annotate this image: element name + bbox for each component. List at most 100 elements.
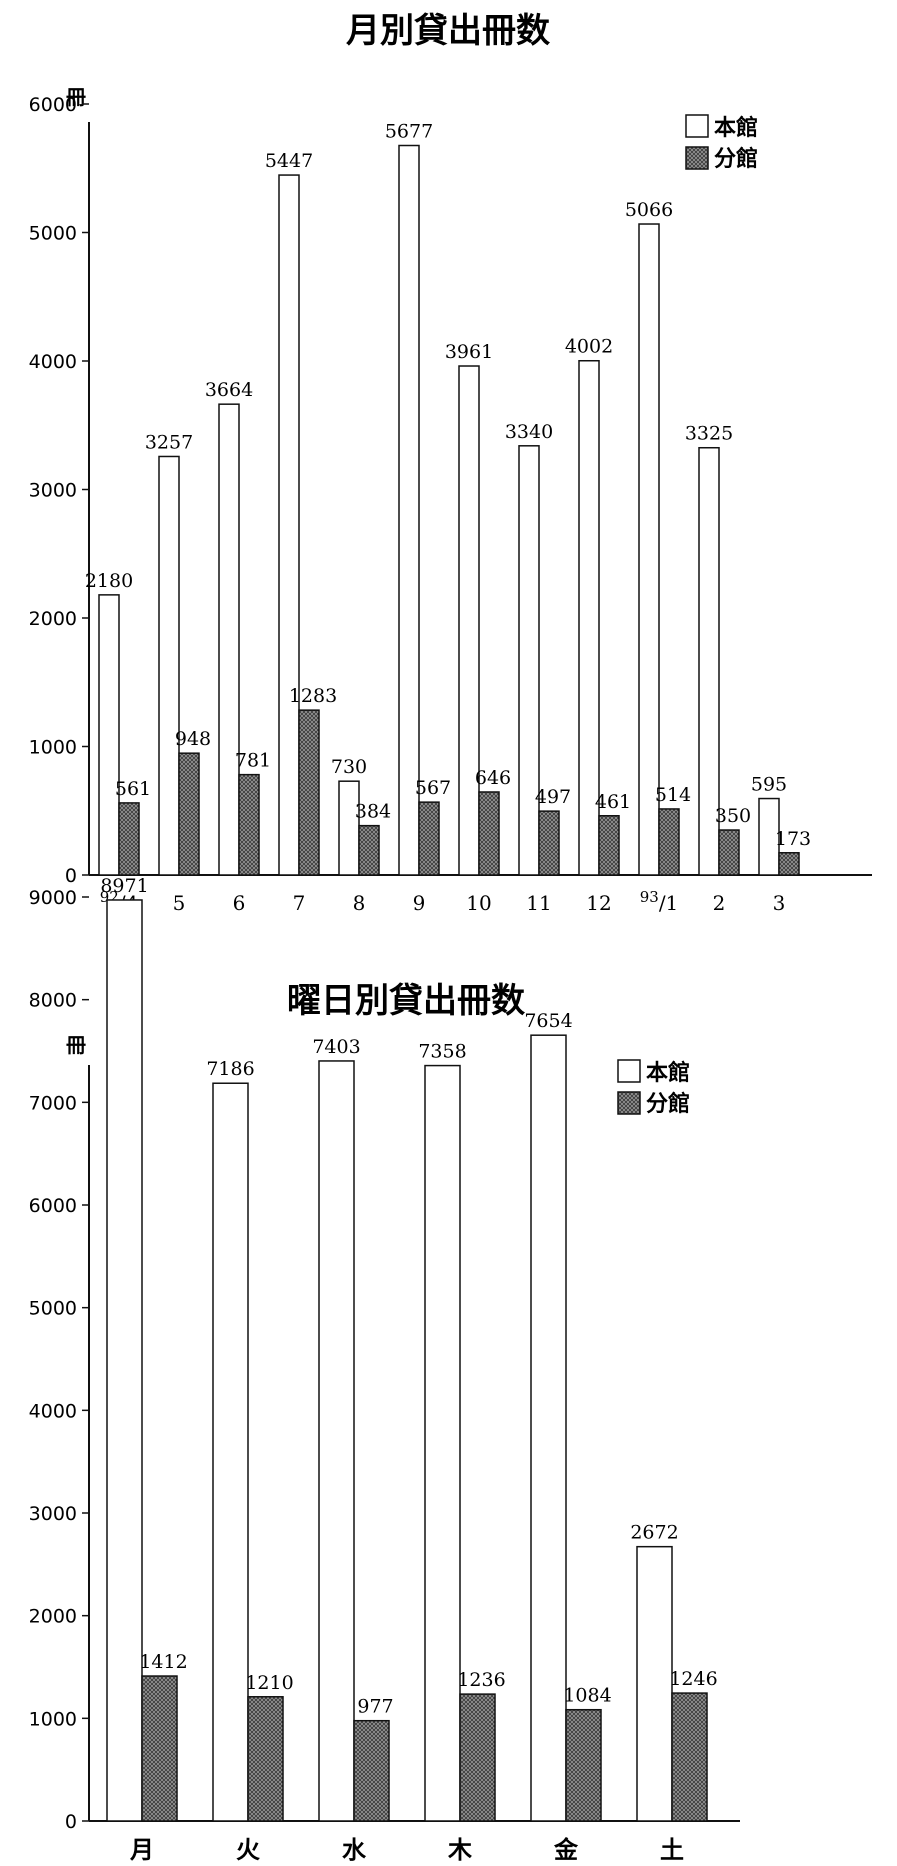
bar-bunkan bbox=[658, 808, 680, 876]
data-label-honkan: 2672 bbox=[630, 1522, 678, 1544]
x-category-label: 金 bbox=[553, 1836, 579, 1864]
weekday-y-unit: 冊 bbox=[66, 1033, 86, 1057]
bar-honkan bbox=[424, 1064, 461, 1822]
x-category-label: 2 bbox=[713, 891, 726, 915]
legend-swatch-bunkan bbox=[685, 146, 709, 170]
monthly-y-ticks: 0 1000 2000 3000 4000 5000 6000 bbox=[29, 94, 89, 887]
y-tick-label: 8000 bbox=[29, 990, 77, 1012]
x-category-label: 93/1 bbox=[640, 888, 679, 915]
bar-bunkan bbox=[671, 1692, 708, 1822]
y-tick-label: 1000 bbox=[29, 1708, 77, 1730]
bar-bunkan bbox=[418, 801, 440, 876]
legend-swatch-bunkan bbox=[617, 1091, 641, 1115]
data-label-bunkan: 1412 bbox=[139, 1651, 187, 1673]
monthly-legend: 本館 分館 bbox=[685, 114, 758, 172]
data-label-bunkan: 948 bbox=[175, 728, 211, 750]
legend-label-honkan: 本館 bbox=[646, 1060, 690, 1086]
data-label-bunkan: 173 bbox=[775, 828, 811, 850]
y-tick-label: 6000 bbox=[29, 1195, 77, 1217]
y-tick-label: 4000 bbox=[29, 351, 77, 373]
y-tick-label: 6000 bbox=[29, 94, 77, 116]
monthly-x-categories: 92/45678910111293/123 bbox=[100, 888, 786, 915]
legend-label-honkan: 本館 bbox=[714, 115, 758, 141]
data-label-honkan: 3664 bbox=[205, 379, 253, 401]
y-tick-label: 0 bbox=[65, 865, 77, 887]
data-label-honkan: 5677 bbox=[385, 121, 433, 143]
data-label-honkan: 7654 bbox=[524, 1010, 572, 1032]
data-label-honkan: 4002 bbox=[565, 336, 613, 358]
data-label-honkan: 3257 bbox=[145, 431, 193, 453]
data-label-honkan: 5066 bbox=[625, 199, 673, 221]
bar-honkan bbox=[398, 144, 420, 876]
y-tick-label: 5000 bbox=[29, 223, 77, 245]
x-category-label: 7 bbox=[293, 891, 306, 915]
x-category-label: 3 bbox=[773, 891, 786, 915]
bar-honkan bbox=[518, 445, 540, 876]
bar-bunkan bbox=[778, 852, 800, 876]
x-category-year: 93 bbox=[640, 888, 659, 906]
monthly-chart-title: 月別貸出冊数 bbox=[346, 11, 550, 51]
x-category-label: 11 bbox=[526, 891, 551, 915]
data-label-honkan: 595 bbox=[751, 774, 787, 796]
bar-honkan bbox=[278, 174, 300, 876]
data-label-bunkan: 1236 bbox=[457, 1669, 505, 1691]
bar-honkan bbox=[212, 1082, 249, 1822]
monthly-chart: 月別貸出冊数 冊 0 1000 2000 3000 4000 5000 6000 2180 5… bbox=[29, 11, 872, 915]
bar-bunkan bbox=[358, 824, 380, 876]
data-label-bunkan: 977 bbox=[357, 1696, 393, 1718]
x-category-label: 水 bbox=[342, 1836, 367, 1864]
weekday-chart-title: 曜日別貸出冊数 bbox=[287, 981, 525, 1021]
monthly-y-unit: 冊 bbox=[66, 85, 86, 109]
bar-honkan bbox=[578, 359, 600, 876]
weekday-chart: 曜日別貸出冊数 冊 0 1000 2000 3000 4000 5000 6000 7000 8… bbox=[29, 875, 740, 1864]
legend-swatch-honkan bbox=[617, 1059, 641, 1083]
data-label-bunkan: 567 bbox=[415, 777, 451, 799]
data-label-honkan: 3961 bbox=[445, 341, 493, 363]
data-label-bunkan: 561 bbox=[115, 778, 151, 800]
bar-bunkan bbox=[247, 1696, 284, 1822]
bar-bunkan bbox=[598, 815, 620, 876]
data-label-bunkan: 497 bbox=[535, 786, 571, 808]
data-label-bunkan: 514 bbox=[655, 784, 691, 806]
data-label-honkan: 8971 bbox=[100, 875, 148, 897]
y-tick-label: 0 bbox=[65, 1811, 77, 1833]
bar-bunkan bbox=[118, 802, 140, 876]
legend-label-bunkan: 分館 bbox=[646, 1091, 690, 1117]
bar-bunkan bbox=[459, 1693, 496, 1822]
weekday-data-labels: 8971141271861210740397773581236765410842… bbox=[100, 875, 717, 1718]
x-category-label: 8 bbox=[353, 891, 366, 915]
bar-honkan bbox=[158, 455, 180, 876]
bar-honkan bbox=[106, 899, 143, 1822]
y-tick-label: 4000 bbox=[29, 1400, 77, 1422]
bar-honkan bbox=[458, 365, 480, 876]
data-label-honkan: 5447 bbox=[265, 150, 313, 172]
data-label-honkan: 7358 bbox=[418, 1041, 466, 1063]
x-category-label: 5 bbox=[173, 891, 186, 915]
data-label-bunkan: 1246 bbox=[669, 1668, 717, 1690]
data-label-honkan: 7186 bbox=[206, 1058, 254, 1080]
bar-bunkan bbox=[565, 1708, 602, 1822]
bar-bunkan bbox=[353, 1719, 390, 1822]
weekday-y-ticks: 0 1000 2000 3000 4000 5000 6000 7000 8000 9000 bbox=[29, 887, 89, 1833]
bar-honkan bbox=[758, 797, 780, 876]
data-label-honkan: 3340 bbox=[505, 421, 553, 443]
bar-honkan bbox=[636, 1545, 673, 1822]
x-category-label: 9 bbox=[413, 891, 426, 915]
y-tick-label: 9000 bbox=[29, 887, 77, 909]
x-category-label: 12 bbox=[586, 891, 611, 915]
x-category-label: 10 bbox=[466, 891, 491, 915]
data-label-bunkan: 1084 bbox=[563, 1685, 611, 1707]
bar-bunkan bbox=[178, 752, 200, 876]
bar-honkan bbox=[638, 223, 660, 876]
x-category-label: 土 bbox=[660, 1836, 684, 1864]
legend-label-bunkan: 分館 bbox=[714, 146, 758, 172]
bar-bunkan bbox=[298, 709, 320, 876]
x-category-month: /1 bbox=[659, 891, 678, 915]
bar-bunkan bbox=[141, 1675, 178, 1822]
weekday-bars bbox=[106, 899, 708, 1822]
data-label-bunkan: 384 bbox=[355, 801, 391, 823]
y-tick-label: 2000 bbox=[29, 1606, 77, 1628]
y-tick-label: 3000 bbox=[29, 480, 77, 502]
bar-honkan bbox=[218, 403, 240, 876]
